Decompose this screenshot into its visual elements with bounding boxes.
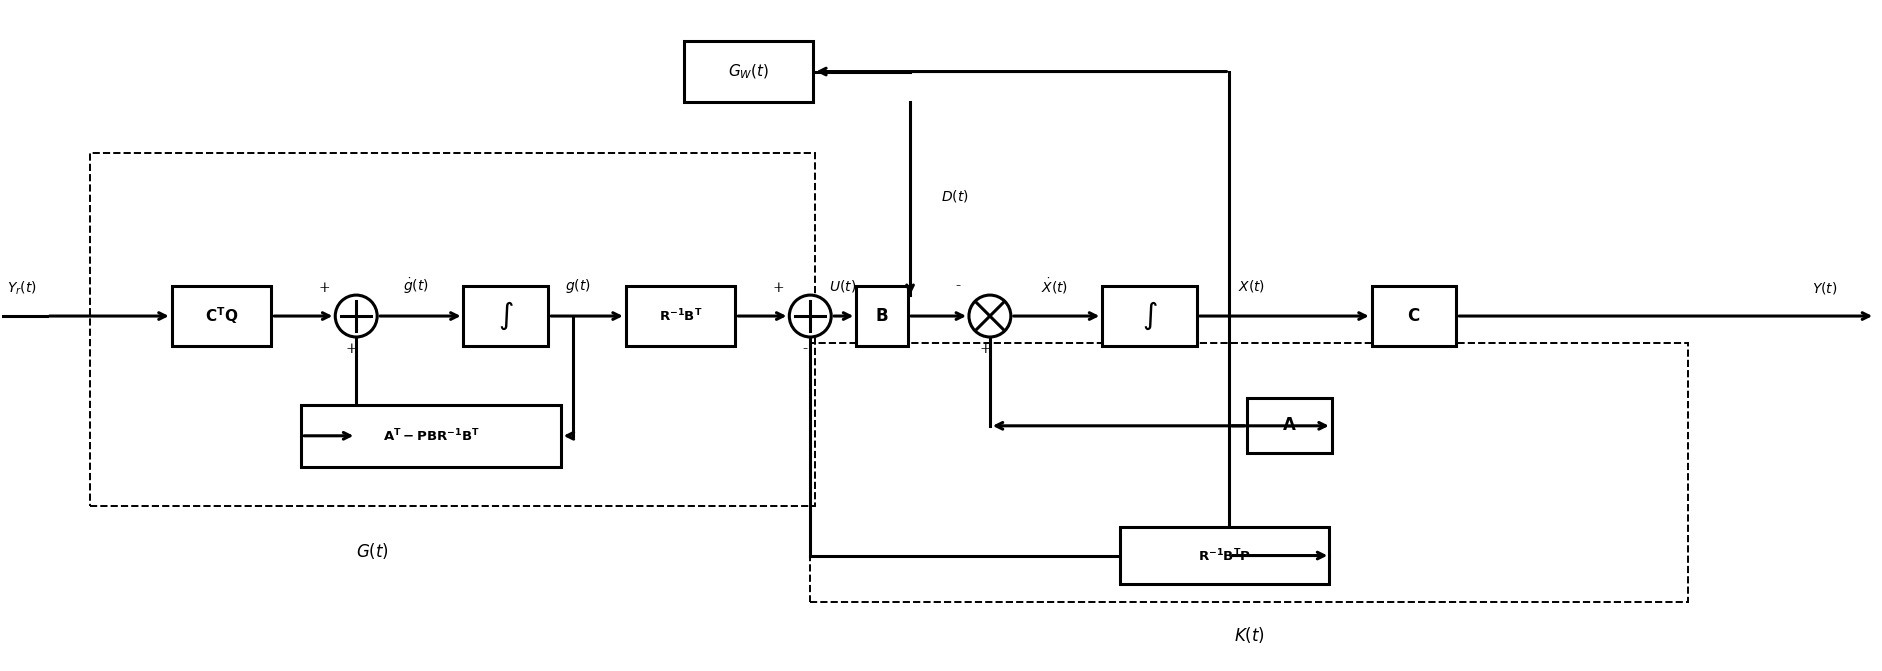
Text: +: + — [979, 342, 990, 356]
Bar — [1120, 527, 1329, 584]
Bar — [90, 154, 815, 506]
Text: $\dot{g}(t)$: $\dot{g}(t)$ — [403, 276, 429, 296]
Text: $g(t)$: $g(t)$ — [565, 277, 591, 295]
Text: -: - — [956, 279, 960, 293]
Text: $G(t)$: $G(t)$ — [356, 541, 390, 560]
Text: +: + — [772, 281, 785, 295]
Text: $G_W(t)$: $G_W(t)$ — [728, 62, 770, 81]
Text: $X(t)$: $X(t)$ — [1238, 278, 1265, 294]
Circle shape — [335, 295, 376, 337]
Text: $\int$: $\int$ — [499, 300, 514, 332]
Bar — [811, 343, 1688, 603]
Bar — [856, 286, 909, 346]
Bar — [171, 286, 271, 346]
Bar — [1248, 399, 1332, 453]
Text: $U(t)$: $U(t)$ — [828, 278, 856, 294]
Text: +: + — [318, 281, 329, 295]
Text: $\mathbf{R^{-1}B^TP}$: $\mathbf{R^{-1}B^TP}$ — [1197, 548, 1252, 564]
Text: $\mathbf{A^T-PBR^{-1}B^T}$: $\mathbf{A^T-PBR^{-1}B^T}$ — [382, 427, 480, 444]
Bar — [625, 286, 736, 346]
Bar — [463, 286, 548, 346]
Bar — [1103, 286, 1197, 346]
Circle shape — [789, 295, 832, 337]
Text: $K(t)$: $K(t)$ — [1235, 625, 1265, 646]
Text: $\dot{X}(t)$: $\dot{X}(t)$ — [1041, 276, 1069, 296]
Text: $Y_r(t)$: $Y_r(t)$ — [8, 279, 38, 297]
Bar — [301, 405, 561, 467]
Text: $\mathbf{A}$: $\mathbf{A}$ — [1282, 417, 1297, 434]
Text: +: + — [346, 342, 358, 356]
Text: $\mathbf{B}$: $\mathbf{B}$ — [875, 307, 888, 325]
Text: $\mathbf{C^TQ}$: $\mathbf{C^TQ}$ — [205, 306, 239, 326]
Bar — [683, 41, 813, 103]
Text: $\mathbf{R^{-1}B^T}$: $\mathbf{R^{-1}B^T}$ — [659, 308, 702, 324]
Text: -: - — [804, 342, 807, 356]
Text: $\mathbf{C}$: $\mathbf{C}$ — [1408, 307, 1421, 325]
Text: $D(t)$: $D(t)$ — [941, 189, 969, 204]
Circle shape — [969, 295, 1011, 337]
Bar — [1372, 286, 1457, 346]
Text: $\int$: $\int$ — [1142, 300, 1157, 332]
Text: $Y(t)$: $Y(t)$ — [1812, 280, 1839, 296]
